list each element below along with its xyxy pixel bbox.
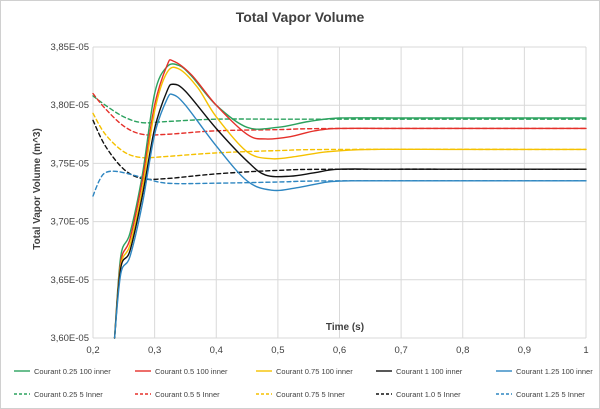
legend-label: Courant 0.75 100 inner: [276, 367, 353, 376]
series-lines: [92, 59, 587, 339]
x-tick-labels: 0,2 0,3 0,4 0,5 0,6 0,7 0,8 0,9 1: [86, 345, 588, 356]
legend-label: Courant 0.25 5 Inner: [34, 390, 103, 399]
y-tick-label: 3,60E-05: [50, 333, 89, 344]
legend-label: Courant 0.5 5 Inner: [155, 390, 220, 399]
y-tick-label: 3,80E-05: [50, 100, 89, 111]
x-tick-label: 0,2: [86, 345, 99, 356]
legend-label: Courant 0.5 100 inner: [155, 367, 228, 376]
x-tick-label: 0,5: [271, 345, 284, 356]
x-tick-label: 0,4: [210, 345, 223, 356]
series-line: [113, 63, 587, 339]
y-tick-label: 3,70E-05: [50, 217, 89, 228]
x-tick-label: 1: [583, 345, 588, 356]
y-tick-label: 3,75E-05: [50, 158, 89, 169]
y-tick-labels: 3,60E-05 3,65E-05 3,70E-05 3,75E-05 3,80E-05…: [50, 42, 89, 344]
y-tick-label: 3,85E-05: [50, 42, 89, 53]
legend-label: Courant 1.25 5 Inner: [516, 390, 585, 399]
y-axis-label: Total Vapor Volume (m^3): [32, 128, 43, 250]
x-tick-label: 0,3: [148, 345, 161, 356]
x-tick-label: 0,8: [456, 345, 469, 356]
grid-lines: [92, 46, 587, 339]
x-axis-label: Time (s): [326, 322, 364, 333]
x-tick-label: 0,9: [518, 345, 531, 356]
legend-label: Courant 0.25 100 inner: [34, 367, 111, 376]
legend: Courant 0.25 100 inner Courant 0.5 100 in…: [14, 367, 593, 399]
series-line: [113, 83, 587, 339]
legend-label: Courant 1 100 inner: [396, 367, 463, 376]
legend-label: Courant 1.0 5 Inner: [396, 390, 461, 399]
legend-label: Courant 1.25 100 inner: [516, 367, 593, 376]
x-tick-label: 0,6: [333, 345, 346, 356]
series-line: [113, 59, 587, 339]
series-line: [113, 93, 587, 339]
legend-label: Courant 0.75 5 Inner: [276, 390, 345, 399]
series-line: [113, 66, 587, 339]
chart-title: Total Vapor Volume: [236, 9, 365, 25]
x-tick-label: 0,7: [395, 345, 408, 356]
y-tick-label: 3,65E-05: [50, 275, 89, 286]
